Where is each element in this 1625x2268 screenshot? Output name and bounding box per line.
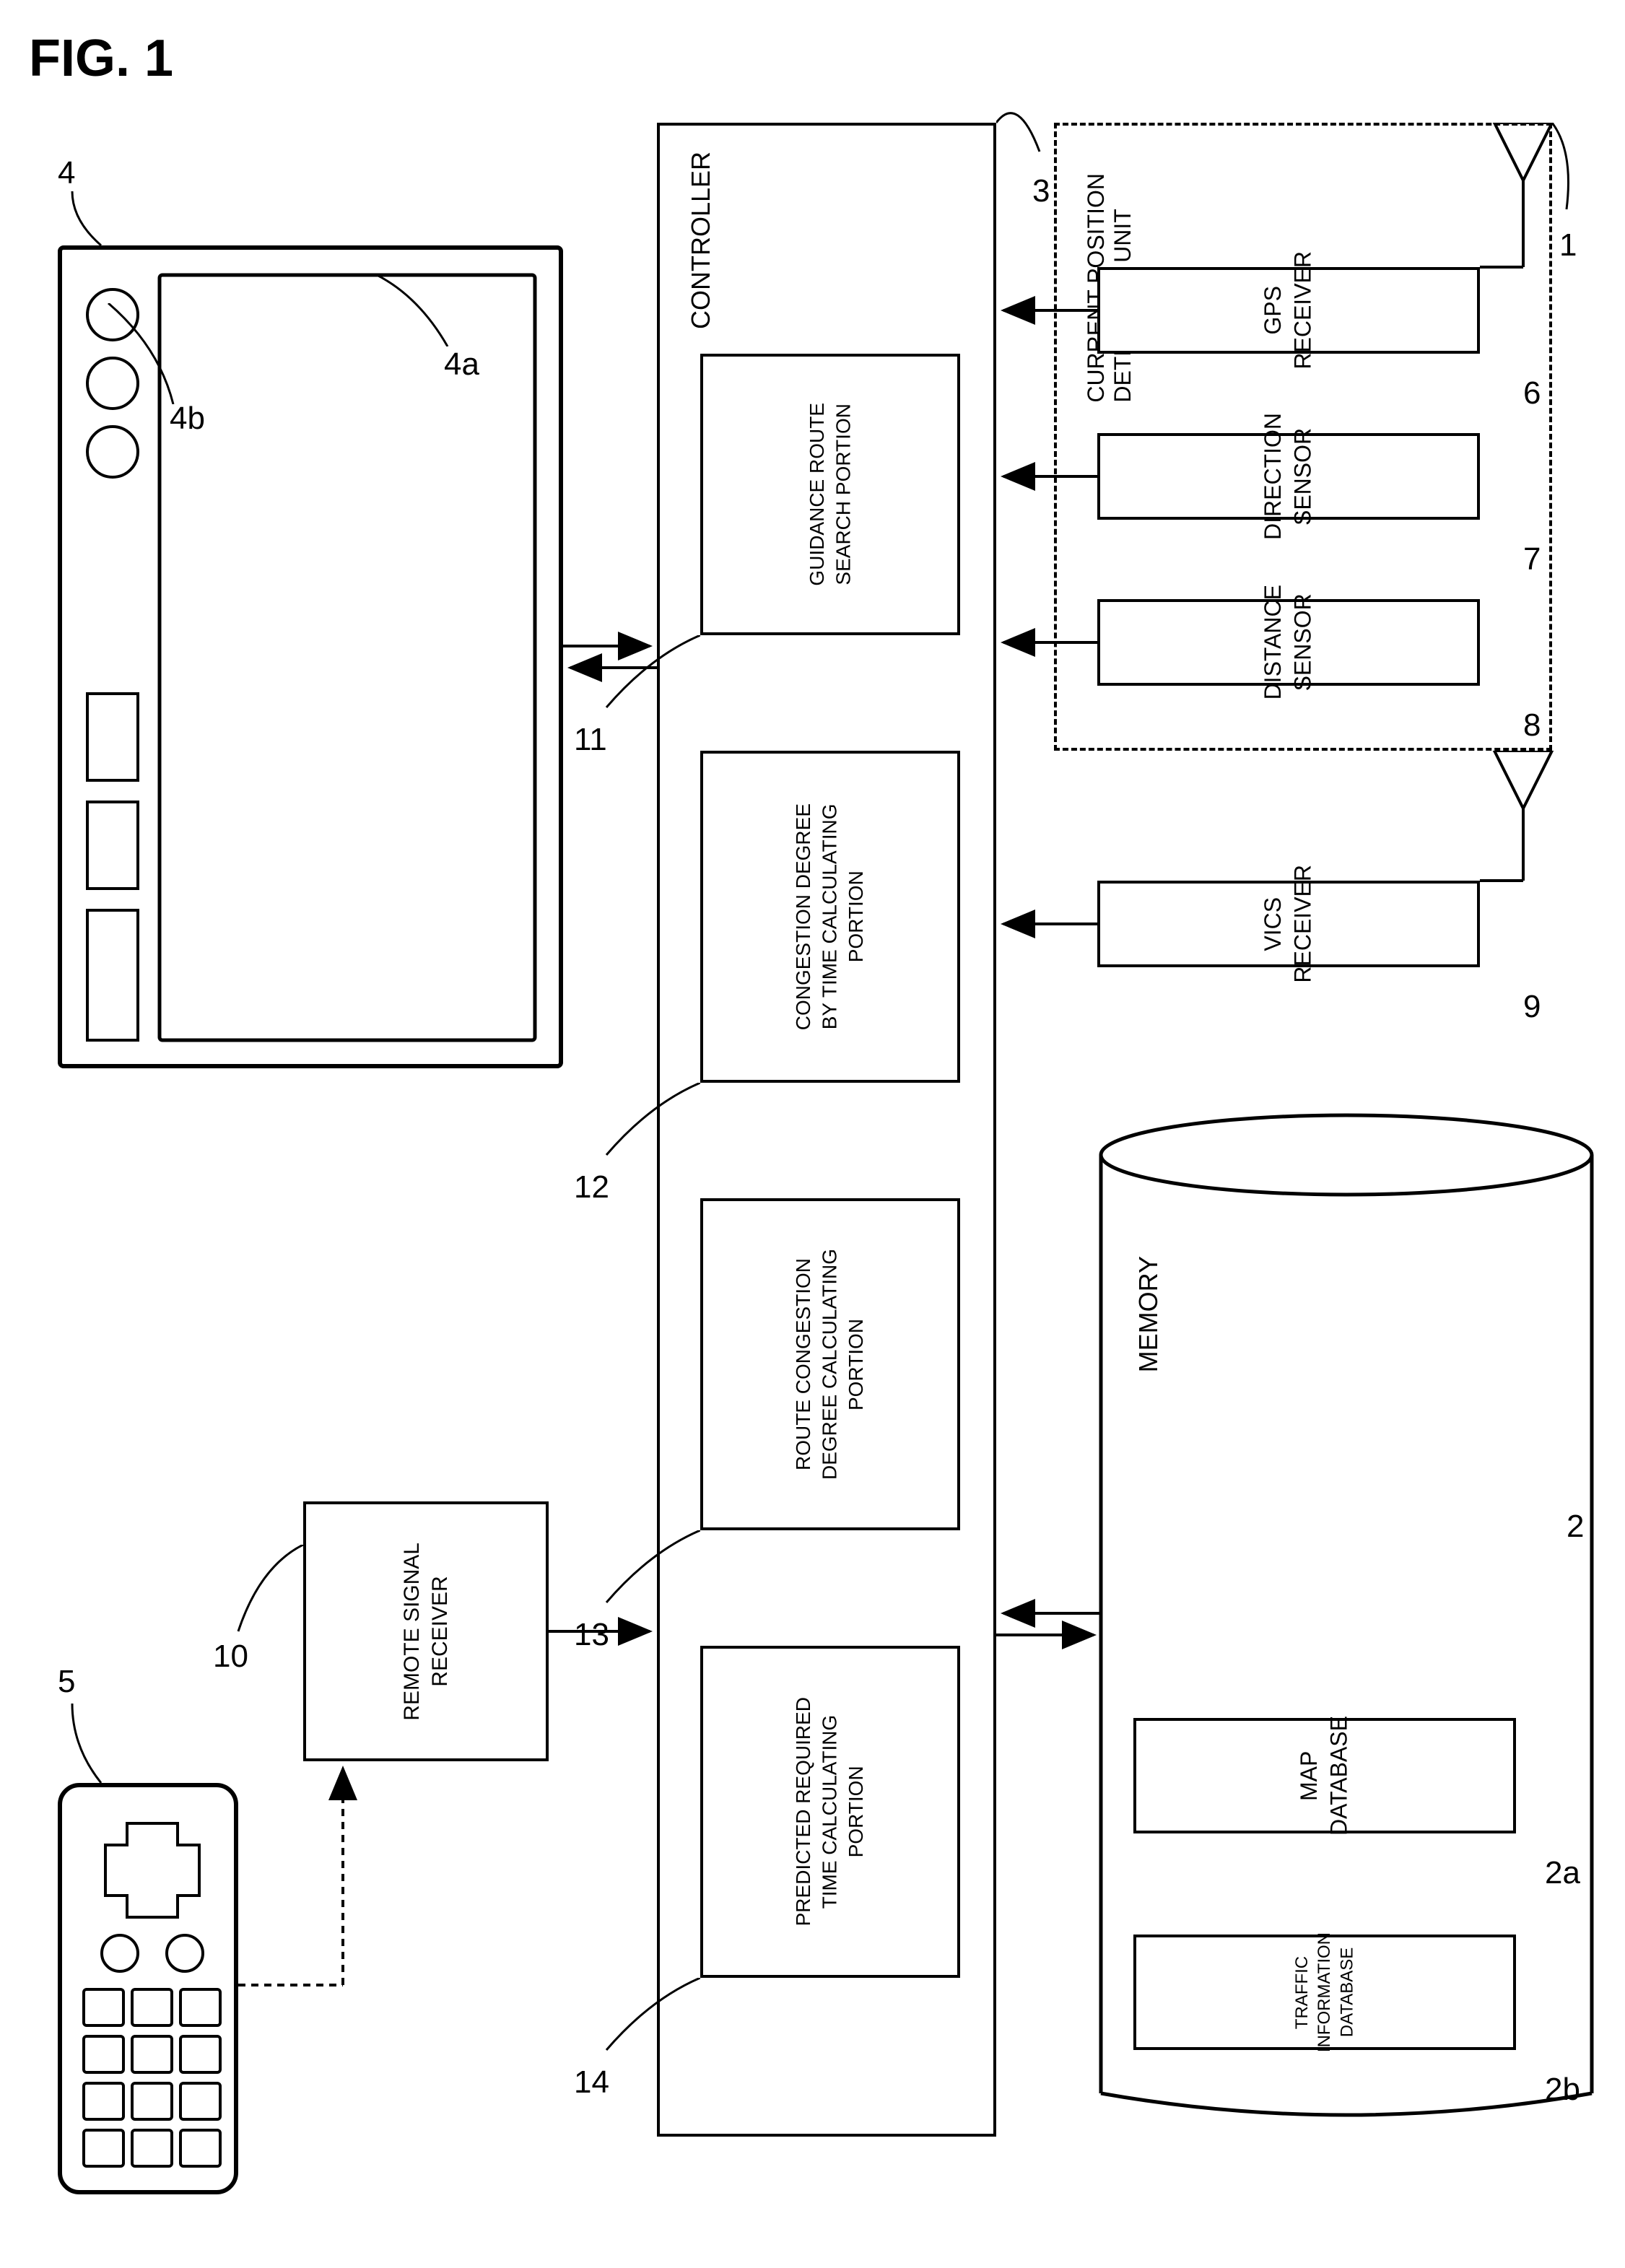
figure-container: FIG. 1 CURRENT POSITION DETECTING UNIT 1… bbox=[29, 29, 1596, 2239]
leader-10 bbox=[231, 1545, 303, 1639]
leader-5 bbox=[58, 1704, 130, 1790]
label-4b: 4b bbox=[170, 401, 205, 437]
guidance-box: GUIDANCE ROUTE SEARCH PORTION bbox=[700, 354, 960, 635]
leader-14 bbox=[592, 1978, 700, 2064]
congestion-time-box: CONGESTION DEGREE BY TIME CALCULATING PO… bbox=[700, 751, 960, 1083]
label-2: 2 bbox=[1567, 1509, 1584, 1545]
display-screen bbox=[156, 271, 539, 1044]
leader-4a bbox=[375, 274, 462, 346]
map-db-box: MAP DATABASE bbox=[1133, 1718, 1516, 1833]
label-2b: 2b bbox=[1545, 2072, 1580, 2108]
vics-antenna bbox=[1480, 751, 1574, 884]
leader-12 bbox=[592, 1083, 700, 1169]
predicted-time-box: PREDICTED REQUIRED TIME CALCULATING PORT… bbox=[700, 1646, 960, 1978]
leader-13 bbox=[592, 1530, 700, 1617]
display-rect-buttons bbox=[84, 690, 141, 1044]
leader-4 bbox=[58, 191, 130, 263]
label-9: 9 bbox=[1523, 989, 1541, 1025]
controller-title: CONTROLLER bbox=[686, 152, 716, 329]
gps-box: GPS RECEIVER bbox=[1097, 267, 1480, 354]
leader-3 bbox=[996, 94, 1054, 180]
label-4: 4 bbox=[58, 155, 75, 191]
label-11: 11 bbox=[574, 722, 607, 758]
label-4a: 4a bbox=[444, 346, 479, 383]
direction-box: DIRECTION SENSOR bbox=[1097, 433, 1480, 520]
label-6: 6 bbox=[1523, 375, 1541, 411]
route-congestion-box: ROUTE CONGESTION DEGREE CALCULATING PORT… bbox=[700, 1198, 960, 1530]
remote-buttons bbox=[77, 1802, 228, 2184]
label-7: 7 bbox=[1523, 541, 1541, 577]
label-2a: 2a bbox=[1545, 1855, 1580, 1891]
label-3: 3 bbox=[1032, 173, 1050, 209]
figure-title: FIG. 1 bbox=[29, 29, 173, 88]
label-14: 14 bbox=[574, 2064, 609, 2101]
label-5: 5 bbox=[58, 1664, 75, 1700]
label-10: 10 bbox=[213, 1639, 248, 1675]
label-8: 8 bbox=[1523, 707, 1541, 743]
leader-11 bbox=[592, 635, 700, 722]
distance-box: DISTANCE SENSOR bbox=[1097, 599, 1480, 686]
label-12: 12 bbox=[574, 1169, 609, 1205]
leader-4b bbox=[101, 303, 188, 404]
remote-control bbox=[58, 1783, 238, 2194]
vics-box: VICS RECEIVER bbox=[1097, 881, 1480, 967]
remote-receiver-box: REMOTE SIGNAL RECEIVER bbox=[303, 1501, 549, 1761]
traffic-db-box: TRAFFIC INFORMATION DATABASE bbox=[1133, 1935, 1516, 2050]
memory-text: MEMORY bbox=[1133, 1256, 1164, 1372]
gps-antenna bbox=[1480, 123, 1574, 271]
label-13: 13 bbox=[574, 1617, 609, 1653]
